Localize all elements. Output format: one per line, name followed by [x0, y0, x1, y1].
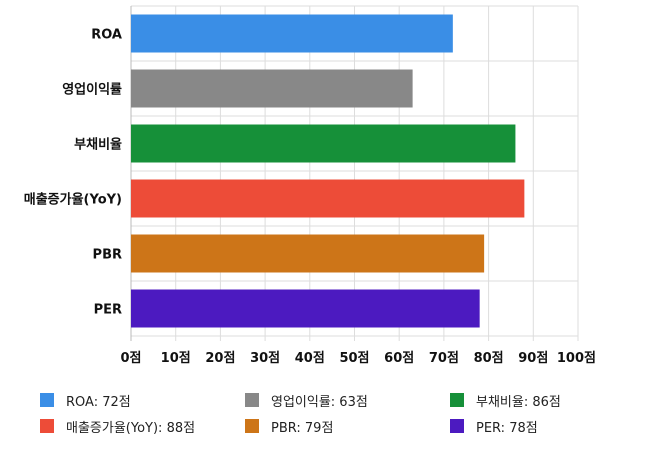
x-tick-label: 20점 — [205, 351, 235, 366]
bar — [131, 14, 453, 53]
x-tick-label: 80점 — [474, 351, 504, 366]
category-label: PER — [94, 303, 122, 318]
legend-item: 매출증가율(YoY): 88점 — [40, 418, 196, 436]
bar — [131, 179, 525, 218]
x-tick-label: 30점 — [250, 351, 280, 366]
chart-bars — [131, 14, 525, 328]
legend-label: PER: 78점 — [476, 420, 538, 436]
category-label: 부채비율 — [74, 137, 122, 153]
x-tick-label: 50점 — [339, 351, 369, 366]
legend-swatch — [450, 393, 464, 407]
category-label: ROA — [91, 28, 122, 43]
legend-swatch — [450, 419, 464, 433]
legend-item: PER: 78점 — [450, 418, 538, 436]
x-tick-label: 60점 — [384, 351, 414, 366]
x-tick-label: 0점 — [120, 351, 141, 366]
x-tick-label: 40점 — [295, 351, 325, 366]
x-axis-tick-labels: 0점 10점 20점 30점 40점 50점 60점 70점 80점 90점 100점 — [120, 351, 596, 366]
x-tick-label: 70점 — [429, 351, 459, 366]
category-label: PBR — [93, 248, 122, 263]
category-label: 영업이익률 — [62, 82, 122, 98]
bar — [131, 289, 480, 328]
x-tick-label: 90점 — [518, 351, 548, 366]
category-label: 매출증가율(YoY) — [24, 192, 122, 208]
legend-label: 매출증가율(YoY): 88점 — [66, 420, 196, 436]
legend-swatch — [40, 393, 54, 407]
legend-label: ROA: 72점 — [66, 394, 131, 410]
legend-label: 영업이익률: 63점 — [271, 394, 368, 410]
legend-label: PBR: 79점 — [271, 420, 334, 436]
x-tick-label: 10점 — [161, 351, 191, 366]
legend-swatch — [245, 393, 259, 407]
x-tick-label: 100점 — [557, 351, 596, 366]
legend-label: 부채비율: 86점 — [476, 394, 561, 410]
bar — [131, 234, 485, 273]
chart-grid — [130, 5, 579, 341]
bar — [131, 69, 413, 108]
bar — [131, 124, 516, 163]
legend-swatch — [245, 419, 259, 433]
legend-item: ROA: 72점 — [40, 392, 131, 410]
legend-item: PBR: 79점 — [245, 418, 334, 436]
legend-swatch — [40, 419, 54, 433]
legend-item: 영업이익률: 63점 — [245, 392, 368, 410]
legend-item: 부채비율: 86점 — [450, 392, 561, 410]
